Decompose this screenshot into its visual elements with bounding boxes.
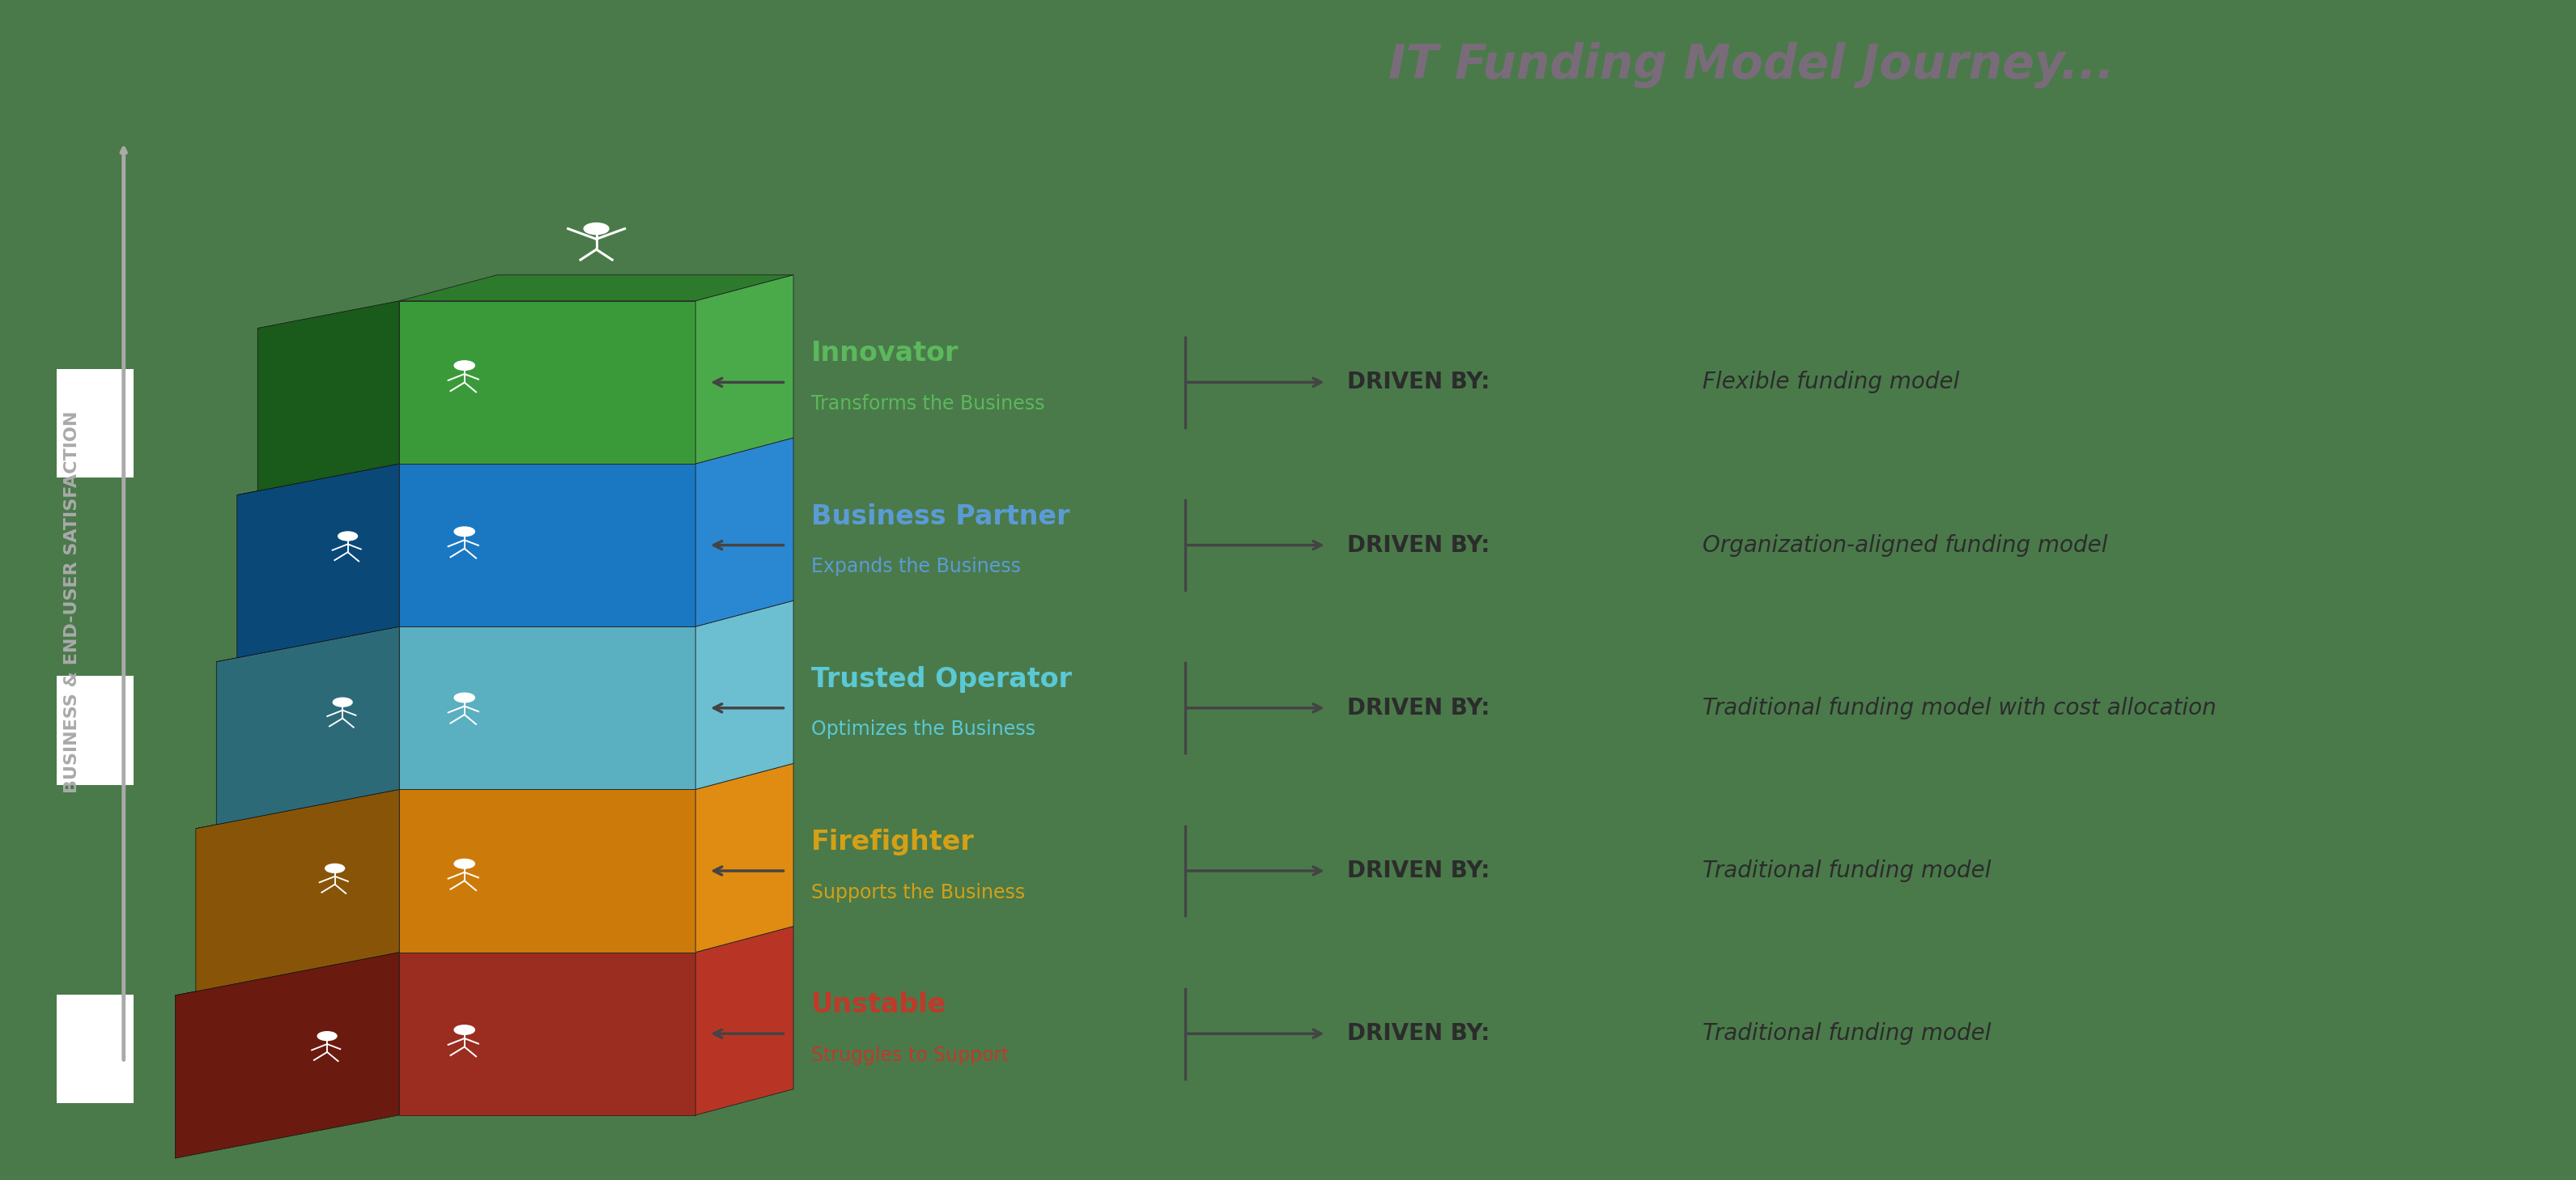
Polygon shape: [258, 301, 399, 491]
Circle shape: [453, 693, 474, 702]
Polygon shape: [196, 789, 399, 991]
Text: IT Funding Model Journey...: IT Funding Model Journey...: [1388, 41, 2115, 88]
Polygon shape: [696, 926, 793, 1115]
Text: Innovator: Innovator: [811, 340, 958, 367]
Circle shape: [453, 1025, 474, 1035]
Polygon shape: [237, 464, 399, 494]
Text: Organization-aligned funding model: Organization-aligned funding model: [1703, 533, 2107, 557]
Polygon shape: [57, 676, 134, 785]
Text: DRIVEN BY:: DRIVEN BY:: [1347, 533, 1497, 557]
Text: DRIVEN BY:: DRIVEN BY:: [1347, 696, 1497, 720]
Polygon shape: [57, 369, 134, 478]
Polygon shape: [399, 301, 696, 464]
Polygon shape: [175, 952, 399, 996]
Polygon shape: [399, 438, 793, 464]
Text: Traditional funding model with cost allocation: Traditional funding model with cost allo…: [1703, 696, 2215, 720]
Circle shape: [453, 527, 474, 536]
Text: DRIVEN BY:: DRIVEN BY:: [1347, 859, 1497, 883]
Circle shape: [317, 1031, 337, 1041]
Text: Traditional funding model: Traditional funding model: [1703, 859, 1991, 883]
Polygon shape: [216, 627, 399, 662]
Polygon shape: [399, 601, 793, 627]
Circle shape: [332, 697, 353, 707]
Circle shape: [585, 223, 608, 235]
Polygon shape: [696, 438, 793, 627]
Text: Expands the Business: Expands the Business: [811, 557, 1020, 576]
Text: Optimizes the Business: Optimizes the Business: [811, 720, 1036, 739]
Polygon shape: [696, 601, 793, 789]
Polygon shape: [399, 952, 696, 1115]
Polygon shape: [57, 995, 134, 1103]
Text: DRIVEN BY:: DRIVEN BY:: [1347, 1022, 1497, 1045]
Text: Flexible funding model: Flexible funding model: [1703, 371, 1960, 394]
Text: Struggles to Support: Struggles to Support: [811, 1045, 1010, 1064]
Text: Business Partner: Business Partner: [811, 503, 1069, 530]
Polygon shape: [399, 926, 793, 952]
Text: Transforms the Business: Transforms the Business: [811, 394, 1046, 413]
Circle shape: [325, 864, 345, 873]
Polygon shape: [696, 275, 793, 464]
Text: Trusted Operator: Trusted Operator: [811, 666, 1072, 693]
Polygon shape: [237, 464, 399, 494]
Polygon shape: [399, 789, 696, 952]
Polygon shape: [196, 789, 399, 828]
Polygon shape: [175, 952, 399, 1159]
Text: Traditional funding model: Traditional funding model: [1703, 1022, 1991, 1045]
Polygon shape: [696, 763, 793, 952]
Text: Unstable: Unstable: [811, 991, 948, 1018]
Text: Firefighter: Firefighter: [811, 828, 974, 856]
Polygon shape: [216, 627, 399, 825]
Polygon shape: [399, 763, 793, 789]
Polygon shape: [196, 789, 399, 828]
Circle shape: [453, 361, 474, 371]
Text: DRIVEN BY:: DRIVEN BY:: [1347, 371, 1497, 394]
Circle shape: [337, 532, 358, 540]
Polygon shape: [399, 275, 793, 301]
Text: BUSINESS & END-USER SATISFACTION: BUSINESS & END-USER SATISFACTION: [64, 411, 80, 793]
Polygon shape: [399, 464, 696, 627]
Polygon shape: [399, 627, 696, 789]
Polygon shape: [216, 627, 399, 662]
Polygon shape: [237, 464, 399, 657]
Polygon shape: [175, 952, 399, 996]
Circle shape: [453, 859, 474, 868]
Text: Supports the Business: Supports the Business: [811, 883, 1025, 902]
